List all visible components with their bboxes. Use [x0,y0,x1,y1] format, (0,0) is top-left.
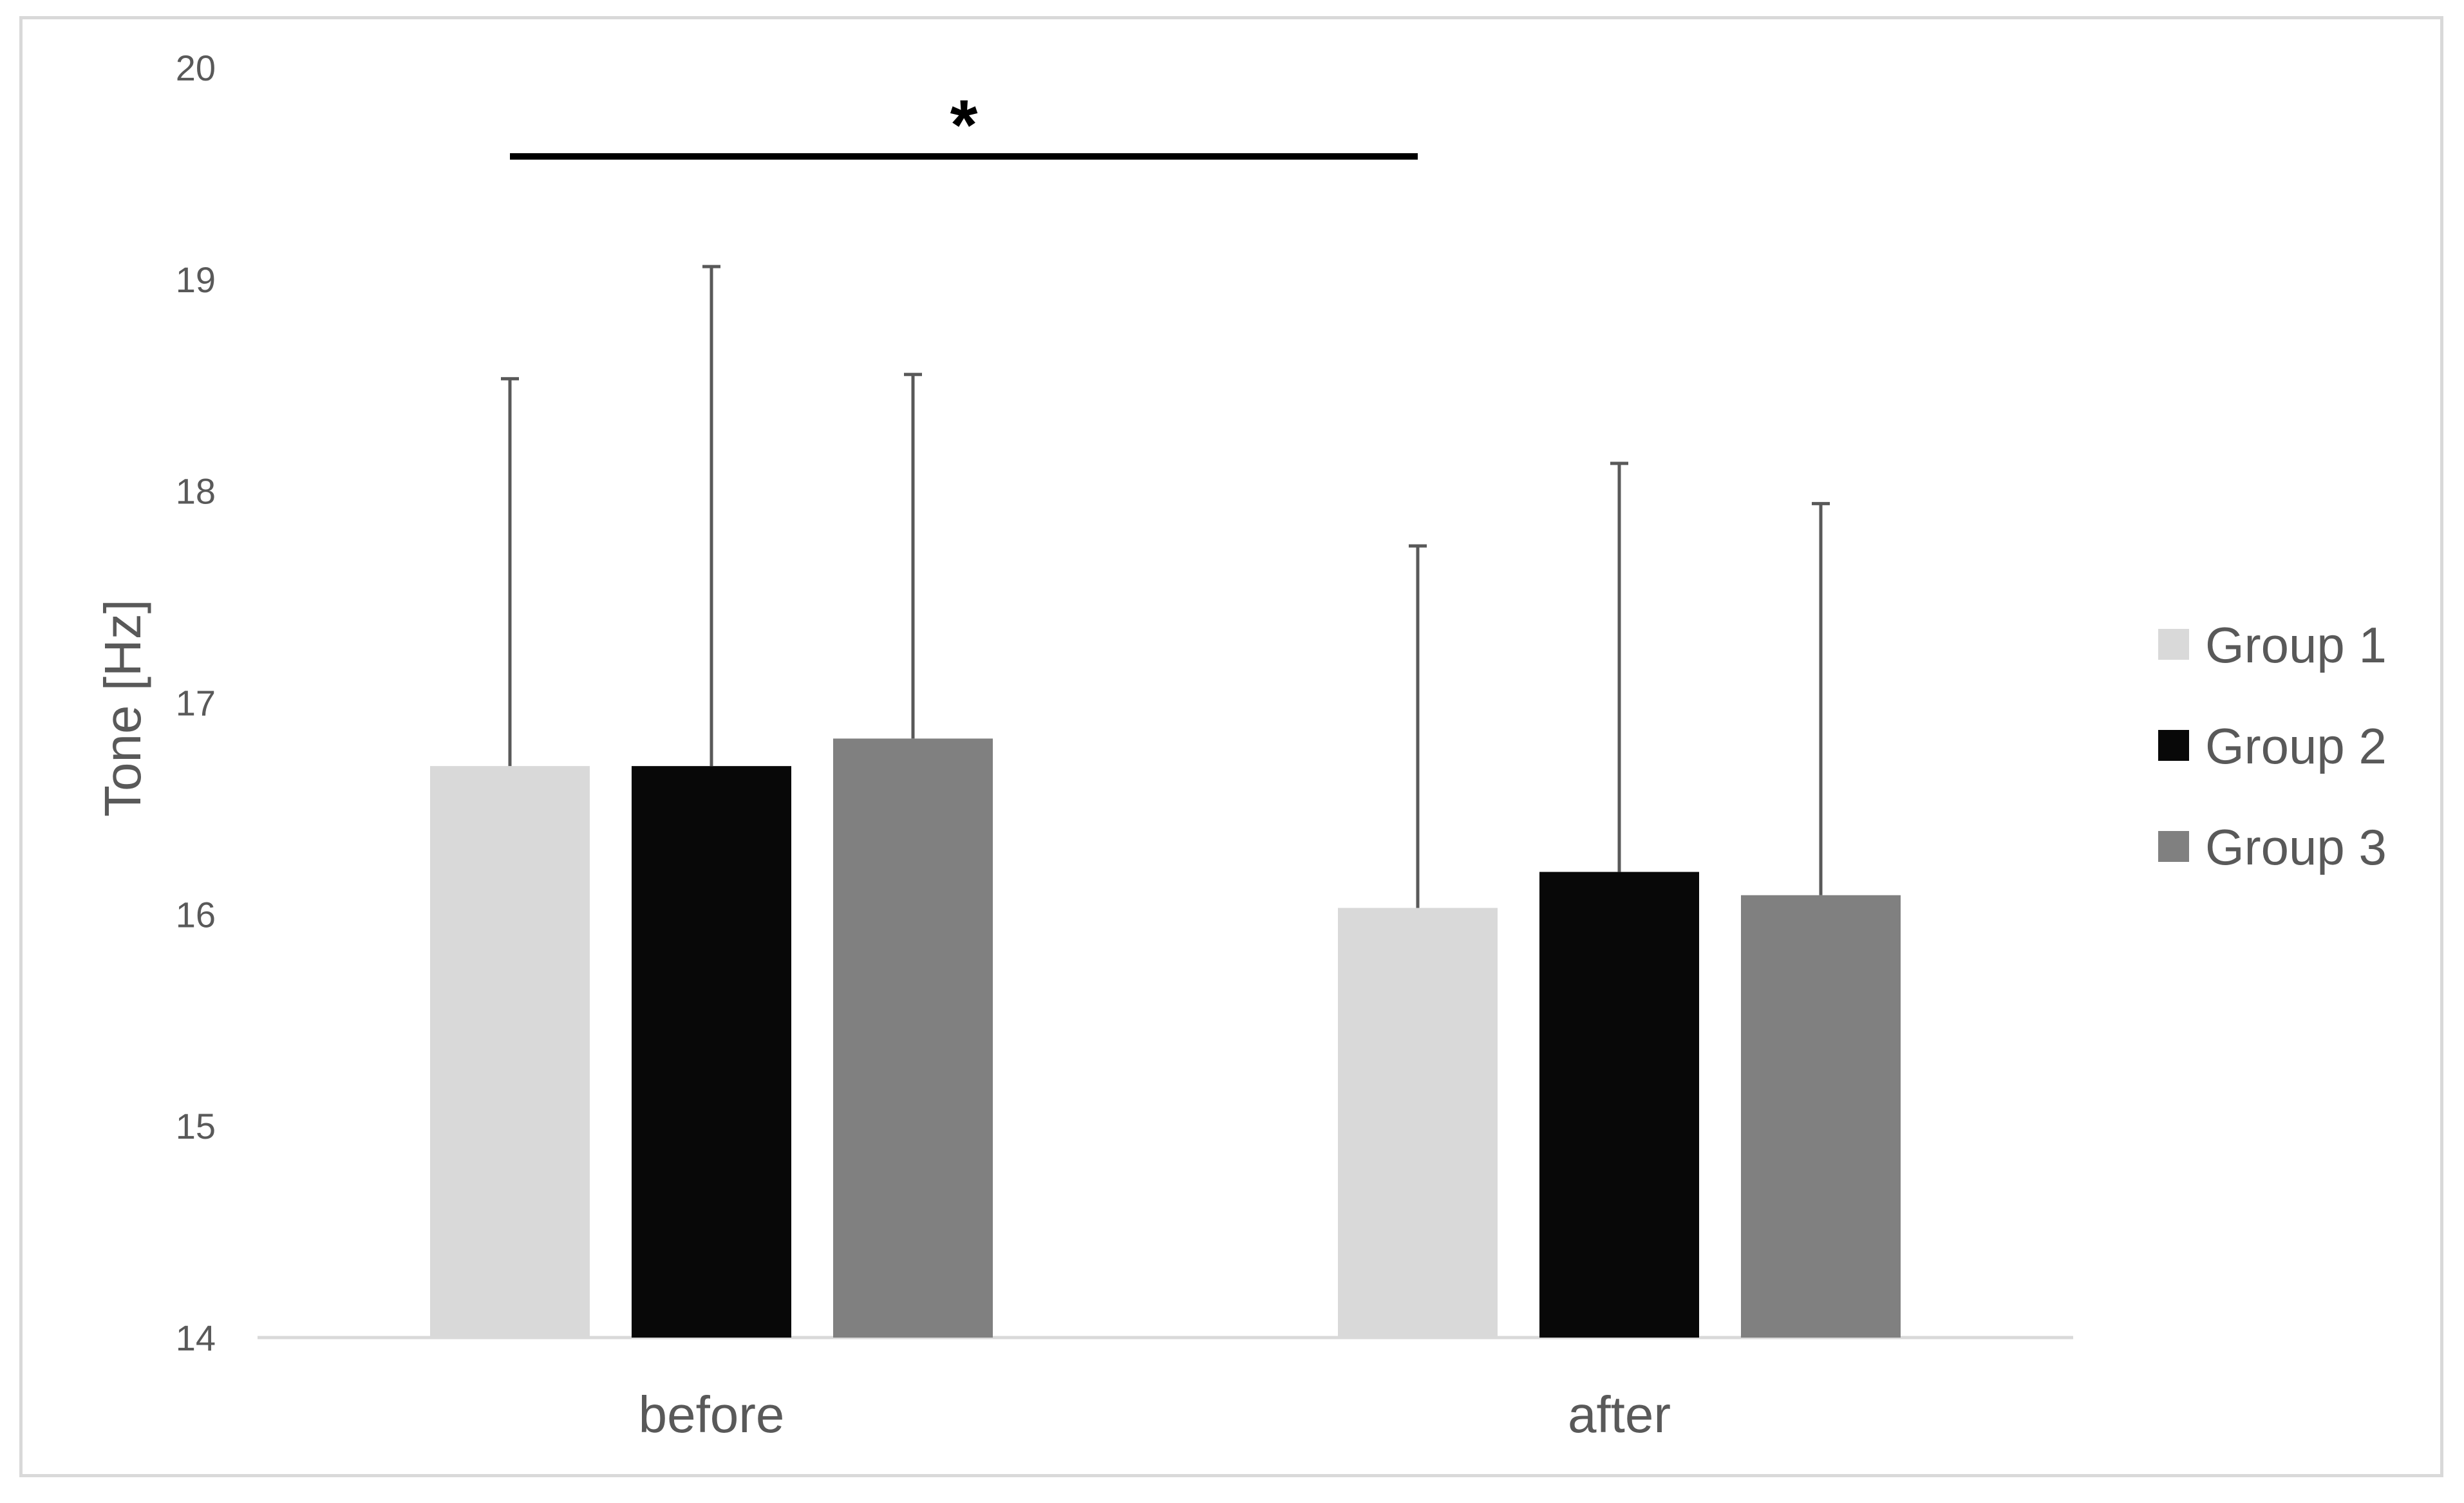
significance-annotation: * [510,86,1418,165]
x-tick-label: before [639,1386,785,1443]
y-tick-label: 19 [176,259,216,300]
y-axis-title: Tone [Hz] [94,599,151,817]
bar [833,738,993,1338]
significance-star: * [950,86,978,165]
legend-label: Group 3 [2205,819,2387,875]
category-labels: before after [639,1386,1671,1443]
legend-swatch [2158,730,2189,761]
y-tick-label: 20 [176,48,216,88]
bar [632,766,791,1338]
x-tick-label: after [1568,1386,1671,1443]
y-tick-label: 15 [176,1106,216,1146]
y-tick-label: 16 [176,894,216,935]
y-axis-ticks: 14 15 16 17 18 19 20 [176,48,216,1358]
bar [430,766,590,1338]
y-tick-label: 18 [176,471,216,512]
y-tick-label: 14 [176,1318,216,1358]
legend-swatch [2158,629,2189,660]
legend-label: Group 2 [2205,718,2387,774]
y-tick-label: 17 [176,683,216,723]
bars [430,738,1901,1338]
bar [1741,895,1901,1338]
error-bars [501,265,1830,908]
chart-frame [19,16,2443,1477]
bar [1338,908,1498,1338]
bar [1539,872,1699,1338]
legend: Group 1 Group 2 Group 3 [2158,617,2387,875]
legend-label: Group 1 [2205,617,2387,673]
legend-swatch [2158,831,2189,862]
